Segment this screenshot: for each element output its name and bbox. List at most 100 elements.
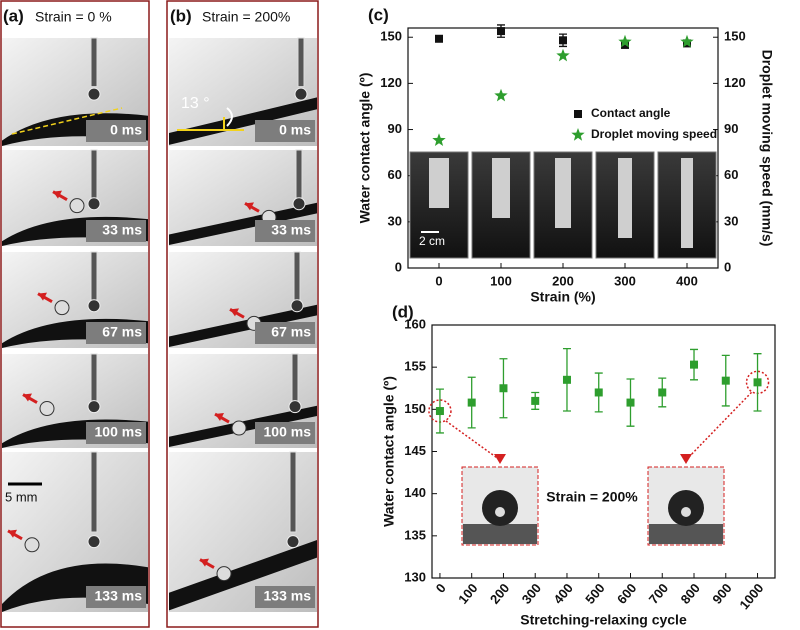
needle: [289, 451, 297, 533]
time-box: [255, 586, 315, 608]
substrate: [169, 540, 317, 611]
y-tick-label: 30: [388, 213, 402, 228]
time-label: 0 ms: [279, 122, 311, 138]
inset-glint: [681, 507, 691, 517]
x-tick-label: 900: [709, 580, 734, 606]
time-box: [255, 422, 315, 444]
droplet: [294, 87, 308, 101]
arrow-head: [23, 393, 32, 402]
inset-surface: [463, 524, 537, 544]
point: [556, 48, 570, 62]
inset-surface: [649, 524, 723, 544]
y2-tick-label: 0: [724, 259, 731, 274]
panel-a-frame: [0, 0, 150, 628]
point: [721, 376, 730, 385]
point: [753, 378, 762, 387]
pointer: [685, 391, 753, 461]
droplet: [290, 299, 304, 313]
needle: [295, 149, 303, 199]
needle: [291, 353, 299, 402]
time-box: [86, 422, 146, 444]
substrate: [2, 563, 148, 612]
moving-droplet: [216, 566, 232, 582]
legend-marker: [574, 110, 582, 118]
substrate: [169, 304, 317, 348]
point: [499, 384, 508, 393]
sample-strip: [492, 158, 510, 218]
moving-droplet: [39, 401, 55, 417]
y2-axis-label: Droplet moving speed (mm/s): [759, 50, 775, 247]
time-box: [86, 220, 146, 242]
time-box: [86, 322, 146, 344]
y-tick-label: 120: [380, 75, 402, 90]
droplet: [87, 535, 101, 549]
point: [626, 398, 635, 407]
x-tick-label: 600: [614, 580, 639, 606]
moving-droplet: [24, 537, 40, 553]
x-tick-label: 800: [678, 580, 703, 606]
droplet: [87, 197, 101, 211]
y-tick-label: 150: [404, 401, 426, 416]
panel-title: Strain = 0 %: [35, 9, 112, 25]
substrate: [169, 97, 317, 145]
x-tick-label: 400: [676, 273, 698, 288]
y-tick-label: 90: [388, 121, 402, 136]
x-tick-label: 700: [646, 580, 671, 606]
time-label: 133 ms: [264, 588, 312, 604]
droplet: [87, 299, 101, 313]
x-axis-label: Strain (%): [530, 289, 595, 305]
sample-strip: [429, 158, 449, 208]
x-tick-label: 300: [614, 273, 636, 288]
y2-tick-label: 30: [724, 213, 738, 228]
needle: [90, 251, 98, 301]
inset-glint: [495, 507, 505, 517]
y-tick-label: 155: [404, 359, 426, 374]
needle: [90, 149, 98, 199]
guide-line: [11, 107, 123, 135]
needle: [90, 353, 98, 402]
legend-marker: [571, 128, 585, 141]
sample-strip: [618, 158, 632, 238]
droplet: [288, 400, 302, 414]
x-tick-label: 500: [582, 580, 607, 606]
x-tick-label: 1000: [736, 580, 766, 612]
point: [494, 88, 508, 102]
x-tick-label: 300: [519, 580, 544, 606]
point: [531, 396, 540, 405]
panel-label: (d): [392, 302, 414, 321]
y2-tick-label: 90: [724, 121, 738, 136]
y2-tick-label: 60: [724, 167, 738, 182]
scale-label: 5 mm: [5, 489, 38, 504]
point: [467, 398, 476, 407]
moving-droplet: [54, 300, 70, 316]
y-tick-label: 140: [404, 485, 426, 500]
x-tick-label: 0: [433, 580, 449, 595]
point: [497, 27, 505, 36]
legend-label: Contact angle: [591, 106, 671, 120]
point: [594, 388, 603, 397]
y-axis-label: Water contact angle (º): [357, 73, 373, 224]
x-tick-label: 200: [487, 580, 512, 606]
moving-droplet: [69, 198, 85, 214]
time-label: 67 ms: [271, 324, 311, 340]
time-label: 33 ms: [102, 222, 142, 238]
angle-line: [177, 117, 244, 131]
time-label: 0 ms: [110, 122, 142, 138]
point: [618, 34, 632, 48]
y-tick-label: 160: [404, 316, 426, 331]
time-box: [86, 586, 146, 608]
arrow-head: [200, 558, 209, 567]
x-tick-label: 100: [490, 273, 512, 288]
y-tick-label: 145: [404, 443, 426, 458]
panel-label: (c): [368, 5, 389, 24]
time-label: 67 ms: [102, 324, 142, 340]
point: [690, 360, 699, 369]
y-tick-label: 135: [404, 527, 426, 542]
moving-droplet: [231, 420, 247, 436]
time-box: [255, 220, 315, 242]
y-axis-label: Water contact angle (º): [381, 376, 397, 527]
needle: [90, 37, 98, 88]
panel-title: Strain = 200%: [202, 9, 290, 25]
y2-tick-label: 120: [724, 75, 746, 90]
